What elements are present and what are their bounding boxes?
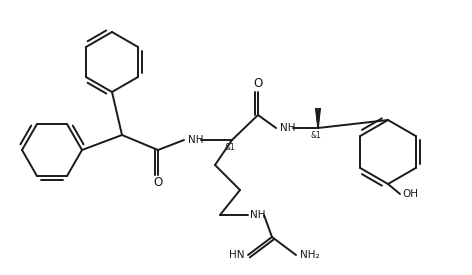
Text: NH: NH <box>188 135 203 145</box>
Text: &1: &1 <box>311 131 321 140</box>
Text: O: O <box>153 176 163 189</box>
Text: NH: NH <box>280 123 295 133</box>
Text: OH: OH <box>402 189 418 199</box>
Text: NH₂: NH₂ <box>300 250 320 260</box>
Text: NH: NH <box>250 210 265 220</box>
Text: &1: &1 <box>225 143 236 152</box>
Text: HN: HN <box>229 250 245 260</box>
Text: O: O <box>253 77 262 90</box>
